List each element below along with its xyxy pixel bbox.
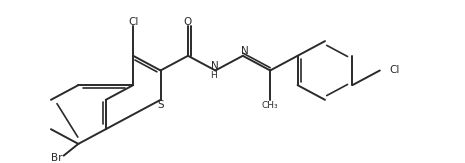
Text: N: N (241, 46, 249, 56)
Text: Cl: Cl (128, 16, 139, 27)
Text: CH₃: CH₃ (262, 101, 279, 110)
Text: Cl: Cl (390, 66, 400, 75)
Text: S: S (157, 100, 164, 110)
Text: N: N (212, 61, 219, 71)
Text: H: H (210, 71, 217, 80)
Text: O: O (184, 16, 192, 27)
Text: Br: Br (51, 153, 63, 163)
